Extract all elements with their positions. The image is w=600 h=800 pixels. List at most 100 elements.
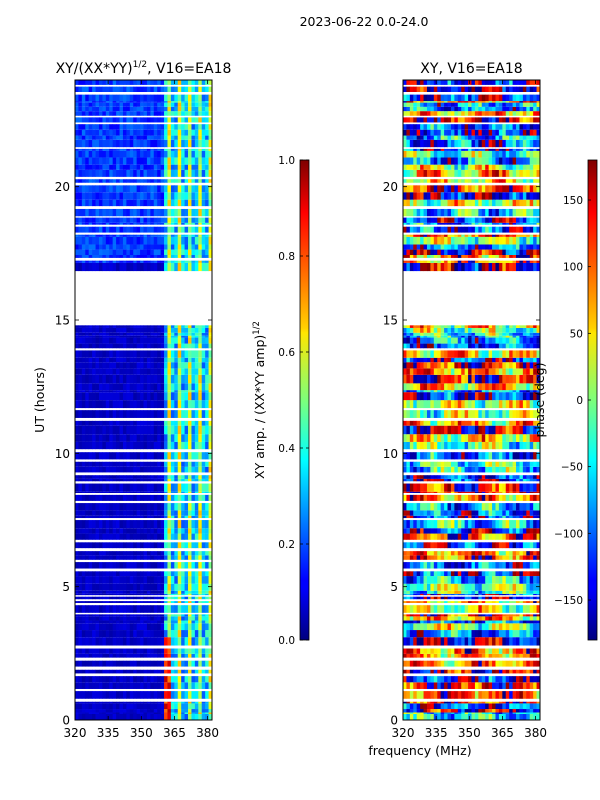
heatmap-cell <box>133 124 138 130</box>
heatmap-cell <box>519 596 524 600</box>
heatmap-cell <box>102 106 107 112</box>
heatmap-cell <box>105 260 110 263</box>
heatmap-cell <box>420 653 424 658</box>
heatmap-cell <box>105 111 110 116</box>
heatmap-cell <box>146 555 151 560</box>
heatmap-cell <box>403 614 407 617</box>
heatmap-cell <box>126 494 131 501</box>
heatmap-cell <box>146 461 151 467</box>
heatmap-cell <box>116 124 120 130</box>
heatmap-cell <box>88 199 93 207</box>
heatmap-cell <box>519 590 524 594</box>
heatmap-cell <box>136 106 141 112</box>
heatmap-cell <box>529 614 534 617</box>
heatmap-cell <box>143 682 148 689</box>
heatmap-cell <box>116 555 120 560</box>
heatmap-cell <box>129 374 134 384</box>
heatmap-cell <box>201 596 206 600</box>
heatmap-cell <box>413 653 418 658</box>
heatmap-cell <box>126 335 131 338</box>
heatmap-cell <box>150 374 155 384</box>
heatmap-cell <box>194 117 199 123</box>
heatmap-cell <box>495 703 500 710</box>
heatmap-cell <box>426 701 431 704</box>
heatmap-cell <box>184 164 189 170</box>
heatmap-cell <box>98 179 103 183</box>
heatmap-cell <box>92 169 96 177</box>
heatmap-cell <box>198 368 203 375</box>
heatmap-cell <box>78 551 83 556</box>
heatmap-cell <box>205 244 209 250</box>
heatmap-cell <box>184 709 189 713</box>
heatmap-cell <box>430 555 435 560</box>
heatmap-cell <box>468 623 472 631</box>
heatmap-cell <box>78 234 83 237</box>
heatmap-cell <box>198 571 203 577</box>
heatmap-cell <box>88 383 93 391</box>
heatmap-cell <box>444 660 448 667</box>
heatmap-cell <box>116 199 120 207</box>
heatmap-cell <box>85 410 90 418</box>
amplitude-panel: XY/(XX*YY)1/2, V16=EA18 320 335 350 365 3800… <box>32 60 231 740</box>
heatmap-cell <box>201 337 206 344</box>
heatmap-cell <box>188 461 192 467</box>
heatmap-cell <box>129 605 134 613</box>
heatmap-cell <box>102 124 107 130</box>
heatmap-cell <box>140 368 144 375</box>
heatmap-cell <box>430 571 435 577</box>
heatmap-cell <box>119 164 124 170</box>
heatmap-cell <box>198 583 203 591</box>
heatmap-cell <box>112 410 117 418</box>
heatmap-cell <box>409 653 414 658</box>
heatmap-cell <box>464 701 469 704</box>
heatmap-cell <box>420 709 424 713</box>
heatmap-cell <box>502 590 507 594</box>
heatmap-cell <box>426 620 431 624</box>
heatmap-cell <box>160 157 165 165</box>
heatmap-cell <box>126 605 131 613</box>
heatmap-cell <box>164 614 168 617</box>
heatmap-cell <box>109 494 114 501</box>
heatmap-cell <box>464 583 469 591</box>
heatmap-cell <box>498 616 503 621</box>
heatmap-cell <box>150 441 155 450</box>
heatmap-cell <box>153 164 158 170</box>
heatmap-cell <box>194 441 199 450</box>
heatmap-cell <box>126 583 131 591</box>
heatmap-cell <box>129 648 134 654</box>
heatmap-cell <box>201 111 206 116</box>
heatmap-cell <box>208 590 212 594</box>
heatmap-cell <box>181 653 185 658</box>
heatmap-cell <box>119 637 124 646</box>
heatmap-cell <box>112 637 117 646</box>
heatmap-cell <box>150 164 155 170</box>
heatmap-cell <box>146 691 151 699</box>
heatmap-cell <box>143 425 148 435</box>
heatmap-cell <box>461 712 466 714</box>
heatmap-cell <box>109 255 114 258</box>
heatmap-cell <box>194 208 199 217</box>
heatmap-cell <box>140 461 144 467</box>
heatmap-cell <box>194 533 199 540</box>
heatmap-cell <box>78 374 83 384</box>
heatmap-cell <box>188 410 192 418</box>
heatmap-cell <box>157 542 162 549</box>
heatmap-cell <box>109 630 114 638</box>
heatmap-cell <box>150 712 155 714</box>
heatmap-cell <box>81 129 86 136</box>
heatmap-cell <box>157 374 162 384</box>
heatmap-cell <box>167 390 172 393</box>
heatmap-cell <box>150 236 155 245</box>
heatmap-cell <box>426 713 431 720</box>
heatmap-cell <box>191 660 196 667</box>
heatmap-cell <box>140 101 144 103</box>
heatmap-cell <box>191 255 196 258</box>
heatmap-cell <box>536 583 540 591</box>
amplitude-panel-title: XY/(XX*YY)1/2, V16=EA18 <box>56 60 232 77</box>
heatmap-cell <box>146 510 151 516</box>
heatmap-cell <box>160 515 165 519</box>
heatmap-cell <box>191 461 196 467</box>
heatmap-cell <box>184 660 189 667</box>
heatmap-cell <box>150 124 155 130</box>
heatmap-cell <box>105 475 110 479</box>
